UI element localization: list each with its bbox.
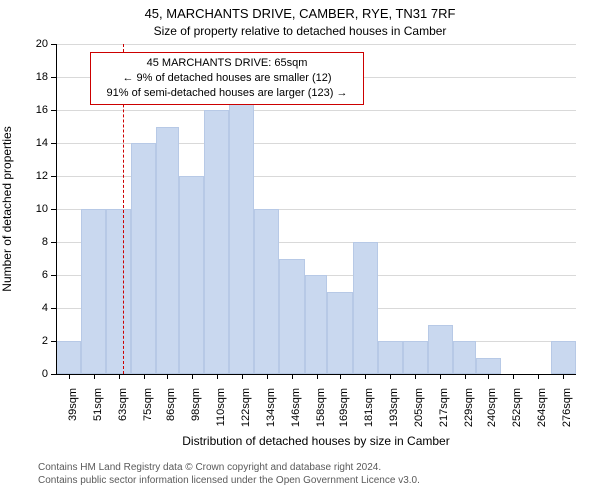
x-tick <box>242 374 243 379</box>
x-tick-label: 193sqm <box>388 388 400 427</box>
histogram-bar <box>81 209 106 374</box>
histogram-bar <box>279 259 304 375</box>
x-tick-label: 51sqm <box>92 388 104 421</box>
histogram-bar <box>106 209 131 374</box>
x-tick <box>390 374 391 379</box>
y-tick-label: 14 <box>0 137 48 149</box>
x-tick-label: 158sqm <box>315 388 327 427</box>
x-axis-label: Distribution of detached houses by size … <box>56 434 576 448</box>
histogram-bar <box>453 341 476 374</box>
license-line-2: Contains public sector information licen… <box>38 475 420 488</box>
histogram-bar <box>179 176 204 374</box>
y-tick-label: 0 <box>0 368 48 380</box>
x-tick-label: 134sqm <box>265 388 277 427</box>
histogram-bar <box>476 358 501 375</box>
x-tick <box>167 374 168 379</box>
x-tick-label: 217sqm <box>438 388 450 427</box>
x-tick <box>317 374 318 379</box>
info-box: 45 MARCHANTS DRIVE: 65sqm ← 9% of detach… <box>90 52 364 105</box>
x-tick-label: 240sqm <box>486 388 498 427</box>
y-tick-label: 18 <box>0 71 48 83</box>
y-tick-label: 12 <box>0 170 48 182</box>
x-tick-label: 98sqm <box>190 388 202 421</box>
x-tick-label: 122sqm <box>240 388 252 427</box>
gridline <box>56 44 576 45</box>
x-tick <box>465 374 466 379</box>
histogram-bar <box>204 110 229 374</box>
histogram-bar <box>378 341 403 374</box>
histogram-bar <box>353 242 378 374</box>
x-tick-label: 169sqm <box>338 388 350 427</box>
page-subtitle: Size of property relative to detached ho… <box>0 24 600 38</box>
y-tick-label: 6 <box>0 269 48 281</box>
histogram-bar <box>428 325 453 375</box>
x-tick <box>192 374 193 379</box>
x-tick <box>292 374 293 379</box>
y-tick-label: 2 <box>0 335 48 347</box>
page-title: 45, MARCHANTS DRIVE, CAMBER, RYE, TN31 7… <box>0 6 600 21</box>
x-tick <box>513 374 514 379</box>
histogram-bar <box>156 127 179 375</box>
y-tick-label: 16 <box>0 104 48 116</box>
x-tick-label: 252sqm <box>511 388 523 427</box>
x-tick-label: 276sqm <box>561 388 573 427</box>
chart-root: 45, MARCHANTS DRIVE, CAMBER, RYE, TN31 7… <box>0 0 600 500</box>
x-tick-label: 110sqm <box>215 388 227 426</box>
x-tick-label: 146sqm <box>290 388 302 427</box>
x-tick-label: 75sqm <box>142 388 154 421</box>
histogram-bar <box>56 341 81 374</box>
y-tick-label: 8 <box>0 236 48 248</box>
y-axis-line <box>56 44 57 374</box>
x-tick <box>69 374 70 379</box>
x-axis-line <box>56 374 576 375</box>
x-tick-label: 205sqm <box>413 388 425 427</box>
x-tick <box>538 374 539 379</box>
x-tick-label: 86sqm <box>165 388 177 421</box>
x-tick <box>488 374 489 379</box>
y-tick-label: 10 <box>0 203 48 215</box>
license-text: Contains HM Land Registry data © Crown c… <box>38 462 420 487</box>
x-tick <box>440 374 441 379</box>
x-tick <box>563 374 564 379</box>
histogram-bar <box>131 143 156 374</box>
histogram-bar <box>305 275 328 374</box>
x-tick <box>415 374 416 379</box>
info-line-2: ← 9% of detached houses are smaller (12) <box>97 71 357 86</box>
gridline <box>56 110 576 111</box>
x-tick-label: 229sqm <box>463 388 475 427</box>
x-tick <box>267 374 268 379</box>
license-line-1: Contains HM Land Registry data © Crown c… <box>38 462 420 475</box>
histogram-bar <box>551 341 576 374</box>
histogram-bar <box>403 341 428 374</box>
histogram-bar <box>229 77 254 374</box>
x-tick <box>340 374 341 379</box>
x-tick <box>217 374 218 379</box>
x-tick-label: 39sqm <box>67 388 79 421</box>
y-tick-label: 4 <box>0 302 48 314</box>
x-tick-label: 63sqm <box>117 388 129 421</box>
x-tick <box>119 374 120 379</box>
info-line-3: 91% of semi-detached houses are larger (… <box>97 86 357 101</box>
info-line-1: 45 MARCHANTS DRIVE: 65sqm <box>97 56 357 71</box>
x-tick <box>94 374 95 379</box>
x-tick <box>365 374 366 379</box>
x-tick-label: 264sqm <box>536 388 548 427</box>
x-tick-label: 181sqm <box>363 388 375 427</box>
histogram-bar <box>254 209 279 374</box>
histogram-bar <box>327 292 352 375</box>
x-tick <box>144 374 145 379</box>
y-tick-label: 20 <box>0 38 48 50</box>
